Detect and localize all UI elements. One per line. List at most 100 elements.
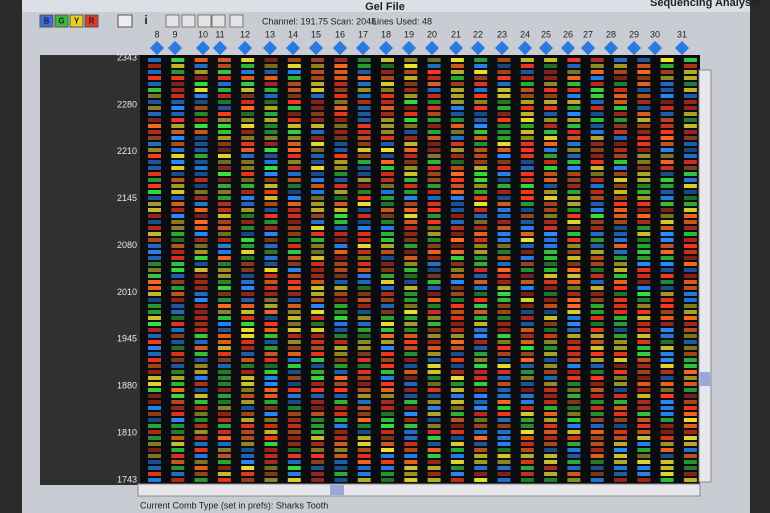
band <box>217 112 231 116</box>
band <box>217 418 231 422</box>
band <box>450 406 464 410</box>
band <box>614 376 627 380</box>
lane-marker[interactable] <box>470 40 486 56</box>
info-button[interactable]: i <box>144 13 147 27</box>
lane-marker[interactable] <box>538 40 554 56</box>
band <box>171 214 185 218</box>
band <box>427 376 441 380</box>
lane-marker[interactable] <box>603 40 619 56</box>
lane-marker[interactable] <box>378 40 394 56</box>
band <box>660 154 674 158</box>
band <box>264 136 278 140</box>
band <box>614 70 627 74</box>
lane-marker[interactable] <box>355 40 371 56</box>
band <box>637 262 651 266</box>
band <box>194 172 208 176</box>
band <box>264 430 278 434</box>
band <box>637 268 651 272</box>
band <box>404 460 418 464</box>
band <box>683 436 697 440</box>
lane-marker[interactable] <box>285 40 301 56</box>
band <box>241 112 255 116</box>
band <box>287 400 301 404</box>
band <box>474 448 488 452</box>
band <box>264 400 278 404</box>
grid-button[interactable] <box>117 14 133 28</box>
lane-marker[interactable] <box>332 40 348 56</box>
band <box>311 400 325 404</box>
band <box>264 76 278 80</box>
lane-marker[interactable] <box>674 40 690 56</box>
band <box>474 298 488 302</box>
band <box>474 250 488 254</box>
band <box>381 160 394 164</box>
band <box>148 214 161 218</box>
band <box>590 226 604 230</box>
band <box>544 190 558 194</box>
band <box>148 208 161 212</box>
tool-button[interactable] <box>211 14 226 28</box>
tool-button[interactable] <box>197 14 212 28</box>
band <box>474 454 488 458</box>
band <box>357 58 371 62</box>
band <box>683 226 697 230</box>
vertical-scrollbar[interactable] <box>698 69 712 483</box>
band <box>264 94 278 98</box>
band <box>194 328 208 332</box>
band <box>660 136 674 140</box>
band <box>404 352 418 356</box>
color-button[interactable] <box>39 14 54 28</box>
band <box>427 238 441 242</box>
band <box>497 280 511 284</box>
band <box>450 106 464 110</box>
band <box>590 232 604 236</box>
band <box>241 346 255 350</box>
band <box>520 466 534 470</box>
color-button[interactable] <box>69 14 84 28</box>
scroll-thumb-h[interactable] <box>330 485 344 495</box>
lane-marker[interactable] <box>560 40 576 56</box>
color-button[interactable] <box>54 14 69 28</box>
color-button[interactable] <box>84 14 99 28</box>
band <box>217 370 231 374</box>
band <box>404 304 418 308</box>
scroll-thumb[interactable] <box>700 372 710 386</box>
lane-marker[interactable] <box>401 40 417 56</box>
lane-marker[interactable] <box>424 40 440 56</box>
band <box>241 238 255 242</box>
band <box>614 394 627 398</box>
band <box>264 226 278 230</box>
lane-marker[interactable] <box>494 40 510 56</box>
horizontal-scrollbar[interactable] <box>137 483 701 497</box>
band <box>497 142 511 146</box>
band <box>287 166 301 170</box>
band <box>381 70 394 74</box>
band <box>637 358 651 362</box>
lane-marker[interactable] <box>517 40 533 56</box>
band <box>334 376 348 380</box>
band <box>474 124 488 128</box>
tool-button[interactable] <box>181 14 196 28</box>
lane-marker[interactable] <box>626 40 642 56</box>
band <box>683 376 697 380</box>
band <box>614 436 627 440</box>
band <box>171 298 185 302</box>
band <box>427 310 441 314</box>
band <box>567 352 581 356</box>
band <box>590 382 604 386</box>
band <box>334 244 348 248</box>
band <box>544 64 558 68</box>
band <box>404 334 418 338</box>
band <box>637 460 651 464</box>
lane-marker[interactable] <box>647 40 663 56</box>
band <box>241 406 255 410</box>
lane-marker[interactable] <box>308 40 324 56</box>
tool-button[interactable] <box>165 14 180 28</box>
band <box>544 358 558 362</box>
tool-button[interactable] <box>229 14 244 28</box>
lane-marker[interactable] <box>262 40 278 56</box>
band <box>264 304 278 308</box>
lane-marker[interactable] <box>448 40 464 56</box>
lane-marker[interactable] <box>580 40 596 56</box>
band <box>264 298 278 302</box>
